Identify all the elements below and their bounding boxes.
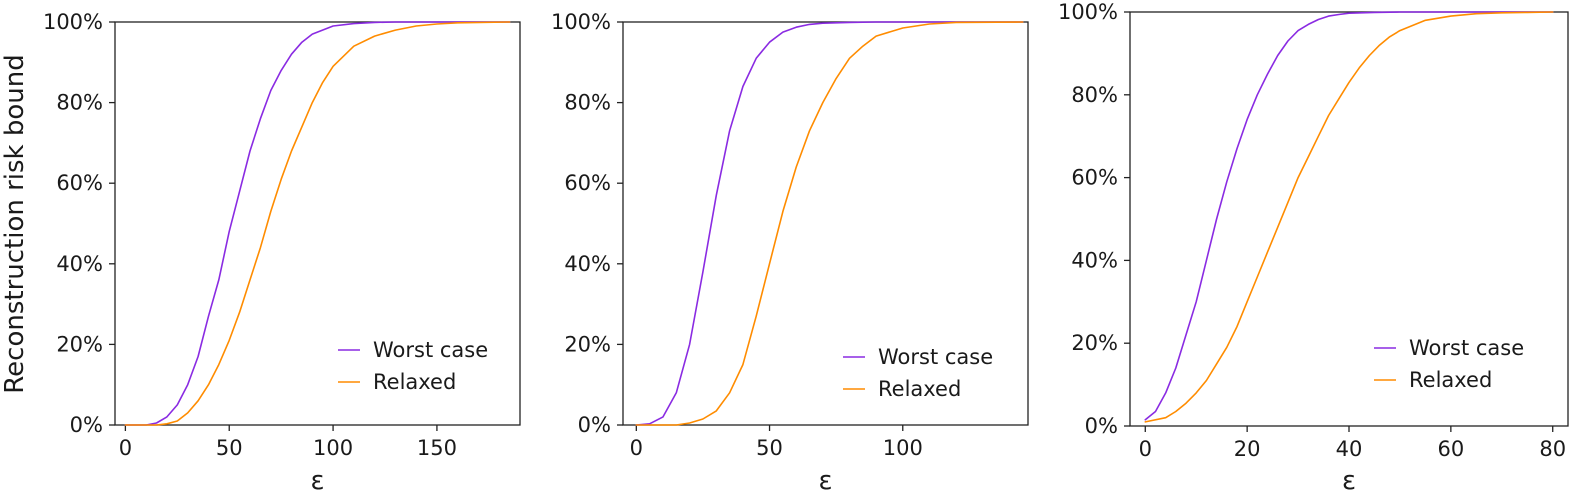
legend-label: Relaxed [878, 377, 961, 401]
legend-label: Relaxed [373, 370, 456, 394]
y-tick-label: 60% [564, 171, 611, 195]
series-line-relaxed [1144, 11, 1554, 423]
x-axis-label: ε [310, 466, 324, 496]
chart-panel-3: 0% 20% 40% 60% 80% 100% 0 20 40 60 80 ε Worst case Re… [1058, 0, 1569, 496]
x-tick-label: 150 [417, 436, 457, 460]
x-tick-label: 0 [630, 436, 643, 460]
panels: 0% 20% 40% 60% 80% 100% 0 50 100 150 ε Worst case Re… [43, 0, 1569, 496]
legend-label: Worst case [373, 338, 488, 362]
y-tick-label: 20% [56, 332, 103, 356]
y-tick-label: 100% [551, 10, 611, 34]
y-tick-label: 0% [578, 413, 611, 437]
x-tick-label: 50 [216, 436, 243, 460]
plot-frame [1129, 11, 1569, 427]
y-tick-label: 80% [1071, 83, 1118, 107]
y-tick-label: 60% [56, 171, 103, 195]
legend: Worst case Relaxed [843, 345, 993, 401]
legend: Worst case Relaxed [338, 338, 488, 394]
x-tick-label: 60 [1437, 437, 1464, 461]
y-tick-label: 80% [56, 91, 103, 115]
plot-frame [114, 21, 521, 426]
chart-panel-1: 0% 20% 40% 60% 80% 100% 0 50 100 150 ε Worst case Re… [43, 10, 521, 496]
x-tick-label: 100 [883, 436, 923, 460]
series-line-worst-case [124, 21, 511, 426]
chart-panel-2: 0% 20% 40% 60% 80% 100% 0 50 100 ε Worst case Relax… [551, 10, 1029, 496]
plot-frame [622, 21, 1029, 426]
x-tick-label: 20 [1234, 437, 1261, 461]
x-tick-label: 100 [313, 436, 353, 460]
x-tick-label: 0 [1139, 437, 1152, 461]
legend-label: Worst case [1409, 336, 1524, 360]
y-tick-label: 0% [1085, 414, 1118, 438]
y-tick-label: 0% [70, 413, 103, 437]
y-tick-label: 40% [1071, 248, 1118, 272]
y-tick-label: 100% [43, 10, 103, 34]
series-line-worst-case [1144, 11, 1554, 421]
x-axis-label: ε [818, 466, 832, 496]
y-tick-label: 20% [1071, 331, 1118, 355]
x-tick-label: 0 [119, 436, 132, 460]
series-line-relaxed [635, 21, 1024, 426]
y-tick-label: 100% [1058, 0, 1118, 24]
y-tick-label: 40% [564, 252, 611, 276]
legend: Worst case Relaxed [1374, 336, 1524, 392]
y-tick-label: 40% [56, 252, 103, 276]
series-line-relaxed [124, 21, 511, 426]
y-tick-label: 20% [564, 332, 611, 356]
x-tick-label: 50 [756, 436, 783, 460]
series-line-worst-case [635, 21, 1024, 426]
legend-label: Worst case [878, 345, 993, 369]
x-axis-label: ε [1342, 466, 1356, 496]
y-tick-label: 80% [564, 91, 611, 115]
y-axis-label: Reconstruction risk bound [0, 54, 30, 394]
x-tick-label: 40 [1336, 437, 1363, 461]
legend-label: Relaxed [1409, 368, 1492, 392]
x-tick-label: 80 [1539, 437, 1566, 461]
y-tick-label: 60% [1071, 166, 1118, 190]
